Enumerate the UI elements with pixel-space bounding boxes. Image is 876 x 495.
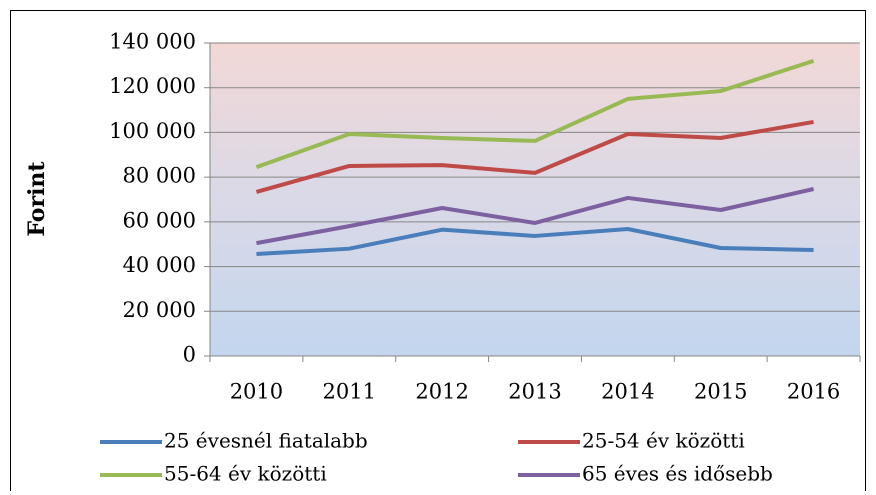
x-tick-label: 2013 [508,380,561,404]
legend-label: 55-64 év közötti [164,462,327,486]
x-tick-label: 2011 [323,380,376,404]
y-tick-label: 20 000 [123,298,196,322]
x-tick-label: 2014 [601,380,654,404]
y-axis-label: Forint [24,161,50,237]
legend-label: 65 éves és idősebb [582,462,773,486]
series-line [255,119,814,194]
x-tick-label: 2012 [415,380,468,404]
x-tick-label: 2016 [787,380,840,404]
y-tick-label: 60 000 [123,208,196,232]
y-tick-label: 40 000 [123,253,196,277]
series-line [256,227,814,257]
y-tick-label: 120 000 [109,74,196,98]
series-line [256,187,815,246]
x-tick-label: 2010 [230,380,283,404]
y-tick-label: 80 000 [123,164,196,188]
y-tick-label: 0 [183,343,196,367]
series-line [255,58,815,169]
plot-area [210,43,860,356]
y-tick-label: 100 000 [109,119,196,143]
x-tick-label: 2015 [694,380,747,404]
legend-label: 25 évesnél fiatalabb [164,429,368,453]
legend-label: 25-54 év közötti [582,429,745,453]
y-tick-label: 140 000 [109,30,196,54]
